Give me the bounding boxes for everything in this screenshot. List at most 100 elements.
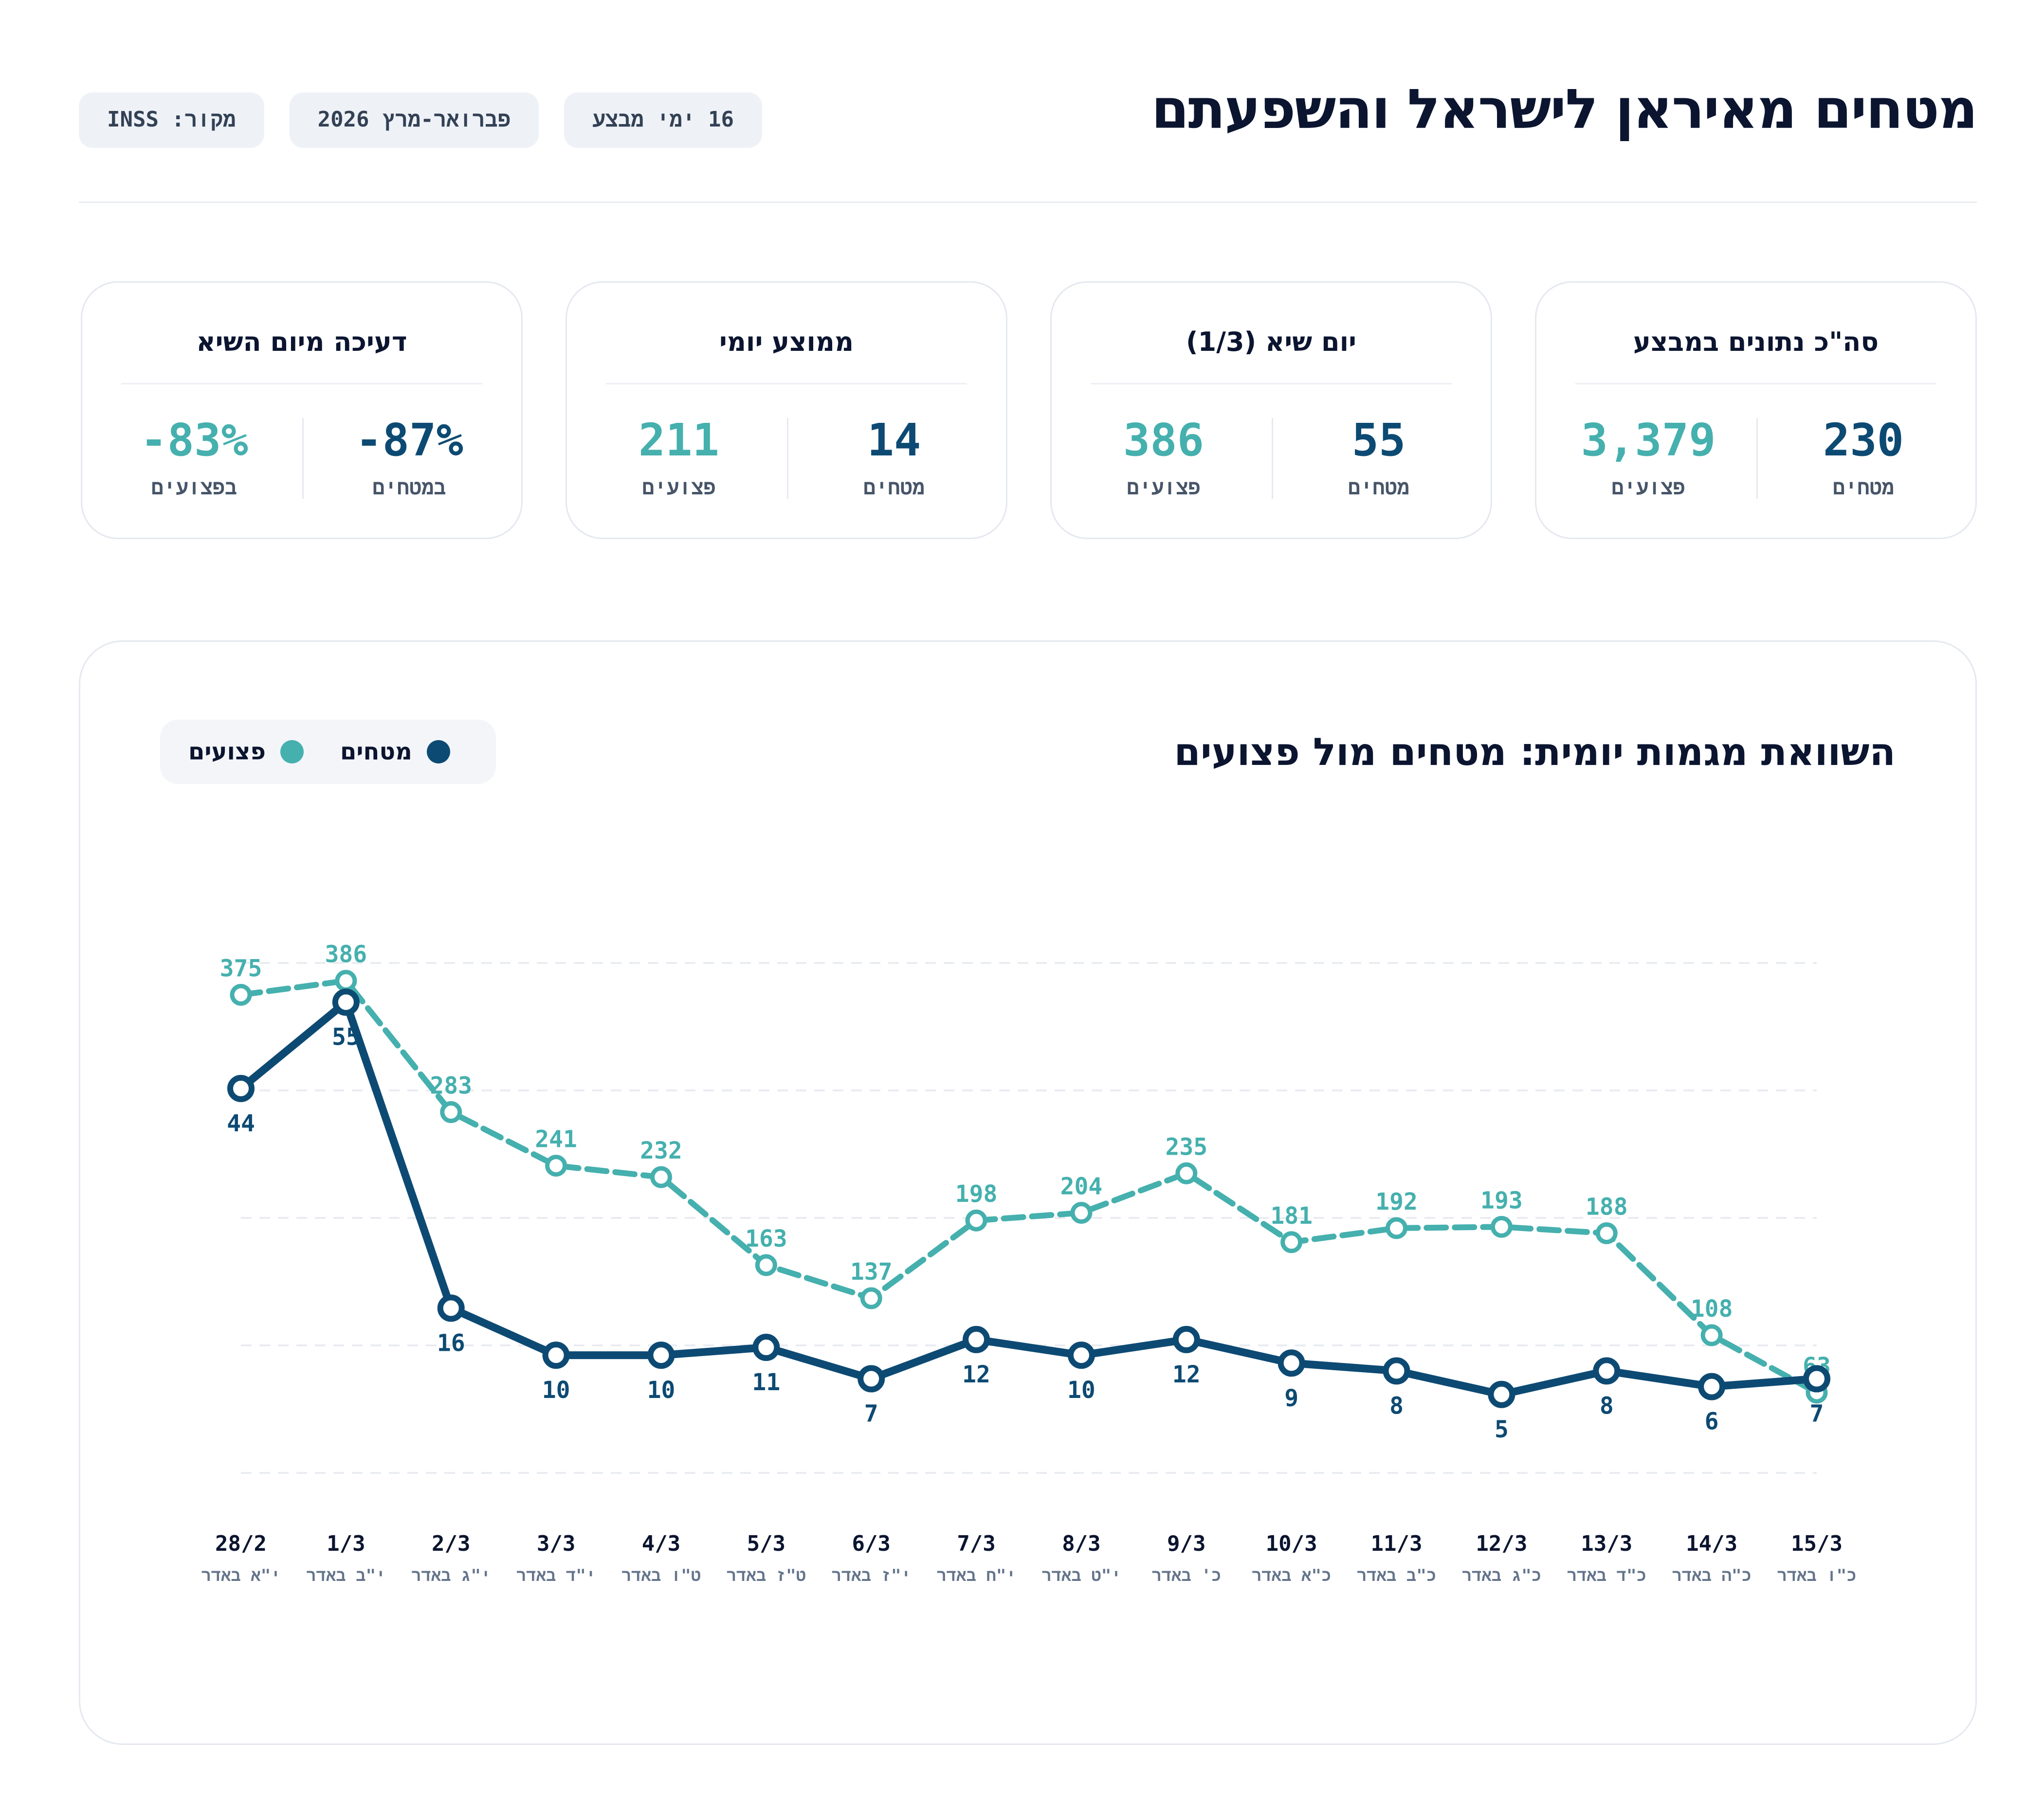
stat-card-daily-average: ממוצע יומי 14 מטחים 211 פצועים	[566, 281, 1007, 539]
card-divider	[1091, 383, 1452, 384]
data-point-barrages	[437, 1294, 465, 1322]
chart-card: השוואת מגמות יומית: מטחים מול פצועים מטח…	[79, 640, 1977, 1745]
x-tick-hebrew-date: ט"ו באדר	[621, 1566, 701, 1585]
stat-label: פצועים	[642, 475, 716, 499]
data-point-injured	[755, 1254, 777, 1276]
x-tick-label: 2/3	[432, 1531, 470, 1556]
x-tick-hebrew-date: י"ד באדר	[516, 1566, 596, 1585]
data-point-barrages	[542, 1342, 570, 1369]
data-point-barrages	[1593, 1357, 1621, 1385]
stat-value: 386	[1123, 414, 1204, 466]
data-point-barrages	[1488, 1380, 1515, 1408]
data-point-barrages	[647, 1342, 675, 1369]
x-tick-label: 13/3	[1581, 1531, 1632, 1556]
x-tick-hebrew-date: ט"ז באדר	[727, 1566, 806, 1585]
data-label-barrages: 5	[1495, 1416, 1509, 1443]
data-label-injured: 386	[325, 941, 367, 968]
data-point-injured	[335, 970, 357, 992]
stat-label: מטחים	[1832, 475, 1895, 499]
chart-legend: מטחים פצועים	[160, 720, 496, 784]
x-tick-label: 1/3	[327, 1531, 365, 1556]
x-tick-label: 12/3	[1476, 1531, 1527, 1556]
x-tick-hebrew-date: כ"ב באדר	[1357, 1566, 1436, 1585]
x-tick-hebrew-date: כ"א באדר	[1252, 1566, 1331, 1585]
data-point-barrages	[1383, 1357, 1410, 1385]
series-line-barrages	[237, 998, 1821, 1398]
data-point-injured	[230, 984, 252, 1006]
legend-item-barrages[interactable]: מטחים	[340, 720, 450, 784]
data-point-injured	[545, 1155, 567, 1177]
data-label-barrages: 8	[1389, 1392, 1404, 1419]
x-tick-hebrew-date: י"ח באדר	[936, 1566, 1016, 1585]
x-tick-hebrew-date: כ' באדר	[1151, 1566, 1221, 1585]
stat-label: מטחים	[1348, 475, 1410, 499]
card-divider	[121, 383, 482, 384]
x-tick-hebrew-date: כ"ו באדר	[1777, 1566, 1856, 1585]
data-point-injured	[1490, 1215, 1513, 1238]
data-label-injured: 198	[955, 1180, 998, 1208]
stat-label: בפצועים	[151, 475, 237, 499]
data-label-barrages: 7	[1810, 1400, 1824, 1428]
data-label-barrages: 11	[752, 1369, 780, 1396]
data-label-barrages: 8	[1600, 1392, 1614, 1419]
pill-source: מקור: INSS	[79, 92, 264, 148]
legend-label: מטחים	[340, 738, 412, 765]
stat-label: פצועים	[1127, 475, 1201, 499]
stat-value: -87%	[355, 414, 463, 466]
page-title: מטחים מאיראן לישראל והשפעתם	[1151, 78, 1978, 141]
data-label-injured: 241	[535, 1126, 577, 1153]
card-separator	[787, 418, 788, 499]
card-title: ממוצע יומי	[719, 327, 854, 357]
x-tick-label: 5/3	[747, 1531, 785, 1556]
stat-value: 55	[1351, 414, 1406, 466]
x-tick-hebrew-date: י"ג באדר	[411, 1566, 491, 1585]
stat-card-decline: דעיכה מיום השיא -87% במטחים -83% בפצועים	[81, 281, 523, 539]
stat-label: פצועים	[1611, 475, 1685, 499]
data-point-barrages	[752, 1334, 780, 1361]
stat-value: 14	[867, 414, 921, 466]
x-tick-label: 15/3	[1791, 1531, 1843, 1556]
data-point-barrages	[1698, 1373, 1726, 1400]
x-tick-hebrew-date: י"ז באדר	[832, 1566, 911, 1585]
data-point-barrages	[858, 1365, 885, 1393]
card-separator	[1272, 418, 1273, 499]
stat-label: מטחים	[863, 475, 925, 499]
pill-days: 16 ימי מבצע	[564, 92, 762, 148]
data-label-injured: 188	[1586, 1193, 1628, 1220]
x-tick-hebrew-date: כ"ד באדר	[1567, 1566, 1646, 1585]
data-label-barrages: 10	[1067, 1377, 1095, 1404]
data-point-barrages	[1803, 1365, 1830, 1393]
data-label-barrages: 10	[647, 1377, 675, 1404]
data-point-injured	[440, 1101, 462, 1124]
data-point-injured	[965, 1209, 987, 1232]
stat-value: -83%	[140, 414, 248, 466]
data-label-injured: 204	[1060, 1173, 1103, 1200]
data-point-injured	[1595, 1222, 1618, 1244]
header-pills: 16 ימי מבצע פברואר-מרץ 2026 מקור: INSS	[79, 92, 762, 148]
x-tick-label: 11/3	[1371, 1531, 1423, 1556]
data-label-barrages: 44	[227, 1110, 255, 1137]
data-label-injured: 192	[1375, 1188, 1418, 1215]
x-tick-hebrew-date: י"א באדר	[201, 1566, 280, 1585]
data-label-barrages: 9	[1284, 1384, 1298, 1412]
legend-item-injured[interactable]: פצועים	[188, 720, 304, 784]
x-tick-hebrew-date: י"ט באדר	[1041, 1566, 1121, 1585]
x-tick-label: 10/3	[1266, 1531, 1317, 1556]
card-title: דעיכה מיום השיא	[196, 327, 407, 357]
legend-label: פצועים	[188, 738, 266, 765]
series-line-injured	[238, 978, 1820, 1396]
data-point-injured	[1175, 1162, 1198, 1184]
data-point-barrages	[1278, 1349, 1305, 1377]
data-point-injured	[1700, 1324, 1723, 1346]
data-point-barrages	[227, 1074, 255, 1102]
x-tick-label: 6/3	[852, 1531, 890, 1556]
data-label-injured: 163	[745, 1225, 787, 1252]
x-tick-label: 14/3	[1686, 1531, 1737, 1556]
legend-swatch-barrages	[426, 740, 450, 763]
data-point-barrages	[963, 1325, 990, 1353]
x-tick-hebrew-date: י"ב באדר	[306, 1566, 385, 1585]
x-tick-label: 4/3	[642, 1531, 680, 1556]
data-label-injured: 108	[1691, 1295, 1733, 1323]
legend-swatch-injured	[280, 740, 304, 763]
data-label-injured: 375	[220, 955, 262, 982]
